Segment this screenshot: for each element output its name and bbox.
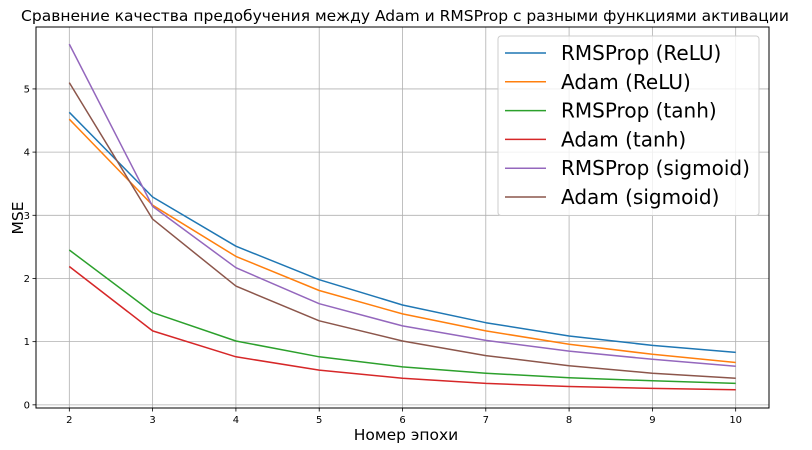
x-tick-label: 8: [566, 415, 572, 426]
legend-entry: Adam (tanh): [561, 127, 686, 151]
series-line-adam-sigmoid: [68, 82, 736, 380]
y-tick-label: 5: [24, 84, 30, 95]
x-tick-label: 6: [399, 415, 405, 426]
legend-entry: RMSProp (tanh): [561, 99, 717, 123]
y-tick-label: 1: [24, 337, 30, 348]
x-tick-label: 5: [316, 415, 322, 426]
y-axis-label: MSE: [9, 201, 27, 234]
y-tick-label: 3: [24, 211, 30, 222]
axis-ticks: 2 3 4 5 6 7 8 9 10 0 1 2 3 4 5: [24, 84, 742, 426]
plot-series: [68, 43, 736, 391]
y-tick-label: 0: [24, 400, 30, 411]
series-line-rmsprop-sigmoid: [68, 43, 736, 368]
legend: RMSProp (ReLU) Adam (ReLU) RMSProp (tanh) A…: [497, 35, 760, 216]
series-line-adam-relu: [68, 118, 736, 364]
y-tick-label: 4: [24, 148, 30, 159]
x-tick-label: 7: [483, 415, 489, 426]
legend-entry: Adam (ReLU): [561, 70, 691, 94]
legend-box: [497, 35, 760, 216]
legend-entry: RMSProp (sigmoid): [561, 156, 750, 180]
series-line-rmsprop-tanh: [68, 249, 736, 385]
x-tick-label: 10: [729, 415, 742, 426]
legend-entry: RMSProp (ReLU): [561, 41, 721, 65]
chart-title: Сравнение качества предобучения между Ad…: [21, 7, 789, 25]
series-line-rmsprop-relu: [68, 111, 736, 354]
x-tick-label: 4: [233, 415, 239, 426]
x-tick-label: 9: [649, 415, 655, 426]
y-tick-label: 2: [24, 274, 30, 285]
legend-entry: Adam (sigmoid): [561, 185, 719, 209]
x-axis-label: Номер эпохи: [354, 426, 459, 444]
x-tick-label: 3: [149, 415, 155, 426]
x-tick-label: 2: [66, 415, 72, 426]
series-line-adam-tanh: [68, 265, 736, 391]
